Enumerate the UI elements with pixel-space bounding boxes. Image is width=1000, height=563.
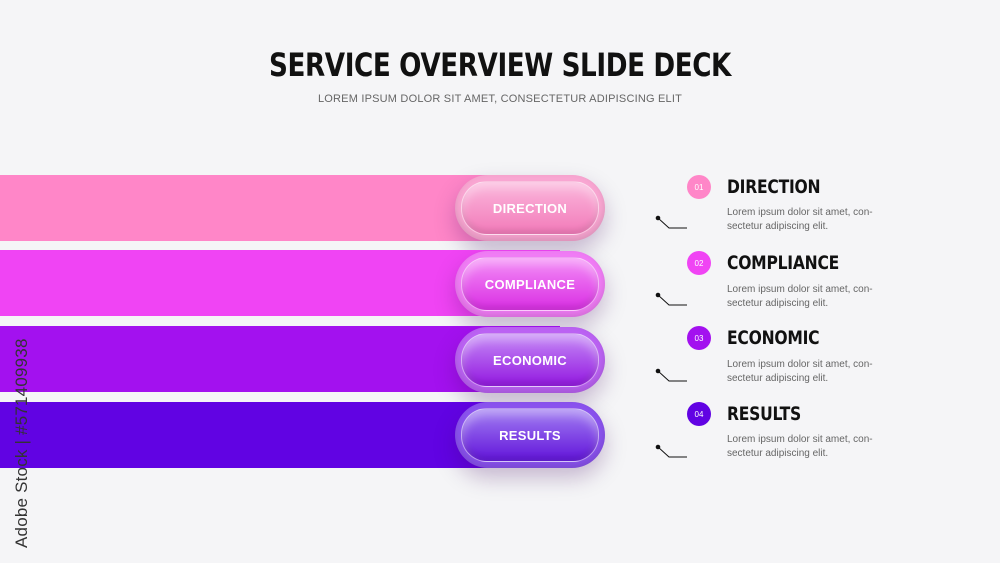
- item-title-results: RESULTS: [727, 403, 801, 425]
- page-subtitle: LOREM IPSUM DOLOR SIT AMET, CONSECTETUR …: [317, 93, 683, 105]
- badge-04: 04: [687, 402, 711, 426]
- pill-economic: ECONOMIC: [455, 327, 605, 393]
- pill-economic-label: ECONOMIC: [493, 352, 567, 368]
- page-title: SERVICE OVERVIEW SLIDE DECK: [269, 46, 731, 84]
- badge-02: 02: [687, 251, 711, 275]
- pill-direction-label: DIRECTION: [492, 200, 568, 216]
- pill-compliance: COMPLIANCE: [455, 251, 605, 317]
- pill-results: RESULTS: [455, 402, 605, 468]
- pill-direction: DIRECTION: [455, 175, 605, 241]
- connector-1: [655, 215, 687, 229]
- stock-watermark: Adobe Stock | #571409938: [12, 338, 31, 548]
- badge-01: 01: [687, 175, 711, 199]
- pill-results-label: RESULTS: [499, 427, 561, 443]
- connector-3: [655, 368, 687, 382]
- connector-4: [655, 444, 687, 458]
- item-title-compliance: COMPLIANCE: [727, 252, 840, 274]
- item-title-economic: ECONOMIC: [727, 327, 820, 349]
- item-desc-results: Lorem ipsum dolor sit amet, con- sectetu…: [727, 434, 873, 459]
- pill-compliance-label: COMPLIANCE: [484, 276, 576, 292]
- connector-2: [655, 292, 687, 306]
- item-desc-economic: Lorem ipsum dolor sit amet, con- sectetu…: [727, 359, 873, 384]
- item-desc-direction: Lorem ipsum dolor sit amet, con- sectetu…: [727, 207, 873, 232]
- badge-03: 03: [687, 326, 711, 350]
- item-title-direction: DIRECTION: [727, 176, 821, 198]
- item-desc-compliance: Lorem ipsum dolor sit amet, con- sectetu…: [727, 284, 873, 309]
